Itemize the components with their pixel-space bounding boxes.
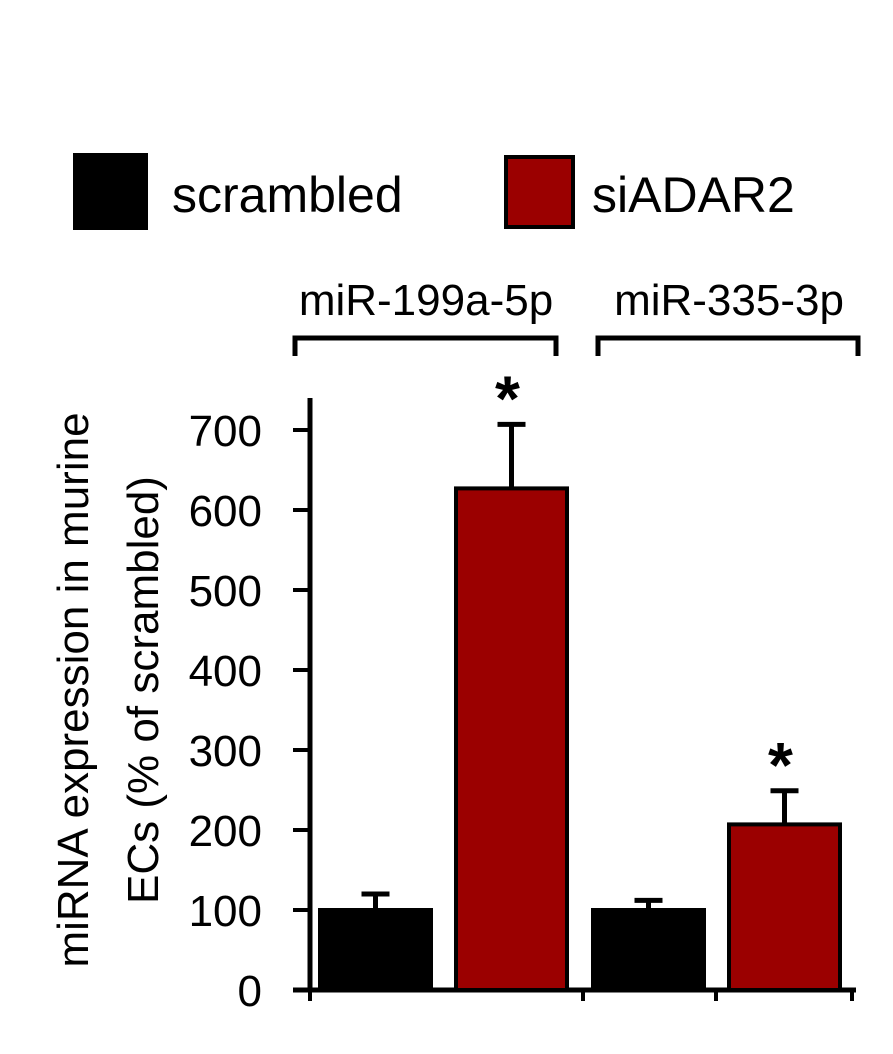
group-bracket-mir-199a-5p [292,335,559,356]
legend: scrambled siADAR2 [73,153,795,230]
significance-asterisk-0: * [495,362,520,434]
significance-markers: ** [495,362,793,800]
y-tick-label: 300 [189,727,262,776]
legend-swatch-scrambled [73,153,148,230]
y-axis-title-line-1: miRNA expression in murine [49,412,98,967]
group-label-mir-335-3p: miR-335-3p [614,276,844,325]
group-bracket-mir-335-3p [595,335,861,356]
y-tick-label: 500 [189,567,262,616]
group-labels: miR-199a-5p miR-335-3p [292,276,861,356]
y-ticks: 0 100 200 300 400 500 600 700 [189,407,310,1016]
bars [318,486,842,993]
x-ticks [308,990,854,1001]
bar-scrambled-mir-335-3p [591,908,706,992]
y-axis-title-line-2: ECs (% of scrambled) [119,476,168,904]
bar-siadar2-mir-199a-5p [454,486,569,992]
y-tick-label: 400 [189,647,262,696]
y-tick-label: 700 [189,407,262,456]
legend-swatch-siadar2 [504,155,575,229]
bar-siadar2-mir-335-3p [727,822,842,993]
group-label-mir-199a-5p: miR-199a-5p [299,276,553,325]
legend-label-scrambled: scrambled [172,167,403,223]
y-tick-label: 100 [189,887,262,936]
bar-scrambled-mir-199a-5p [318,908,433,992]
y-axis-title: miRNA expression in murine ECs (% of scr… [49,412,168,967]
legend-label-siadar2: siADAR2 [592,167,795,223]
y-tick-label: 200 [189,807,262,856]
significance-asterisk-1: * [768,729,793,801]
y-tick-label: 0 [238,967,262,1016]
y-tick-label: 600 [189,487,262,536]
